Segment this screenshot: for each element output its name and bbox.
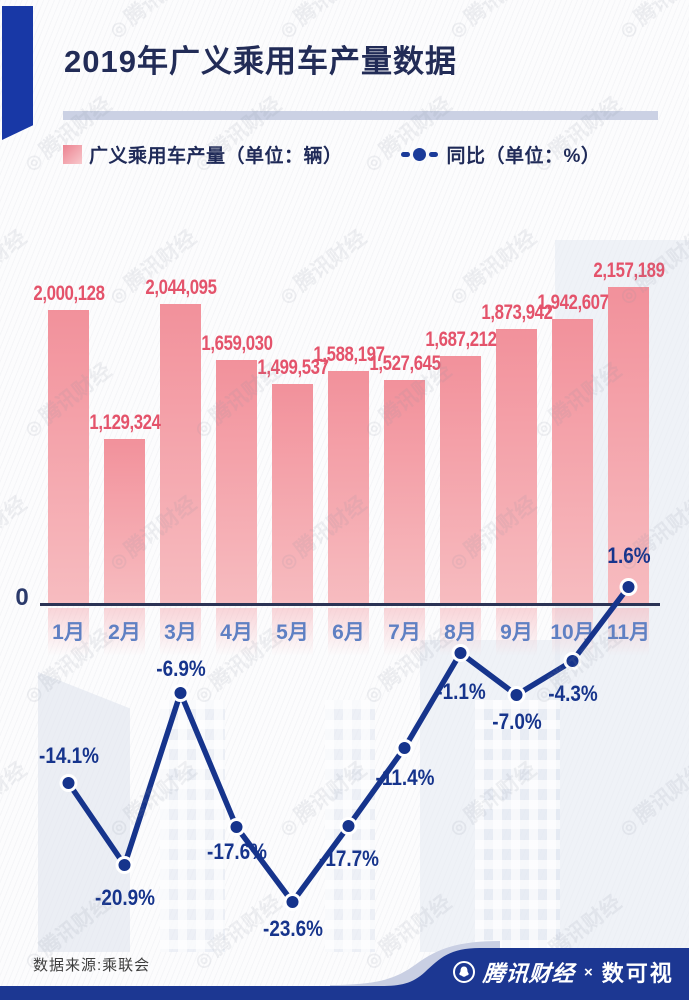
sync-value-label: -4.3% (547, 681, 598, 706)
footer-dark-swoosh (0, 948, 689, 1000)
brand-watermark: ◎腾讯财经 (0, 758, 31, 829)
sync-value-label: -20.9% (94, 885, 155, 910)
sync-point (339, 817, 358, 835)
brand-watermark: ◎腾讯财经 (446, 226, 541, 308)
page-title: 2019年广义乘用车产量数据 (64, 44, 457, 79)
brand-watermark: ◎腾讯财经 (0, 226, 31, 297)
sync-point (507, 686, 526, 704)
skyline-building (325, 700, 375, 952)
sync-value-label: -11.4% (375, 765, 434, 790)
bar-value-label: 1,873,942 (480, 301, 553, 324)
month-label: 2月 (108, 621, 141, 644)
corner-ribbon (2, 6, 33, 140)
bar (104, 439, 145, 605)
month-label: 5月 (276, 621, 309, 644)
bar-value-label: 1,659,030 (200, 332, 273, 355)
bar-value-label: 1,687,212 (424, 328, 497, 351)
bar (48, 310, 89, 605)
bar (440, 356, 481, 605)
tencent-finance-logo-icon (453, 961, 475, 983)
bar-value-label: 2,044,095 (144, 276, 217, 299)
axis-zero-label: 0 (15, 584, 29, 611)
title-divider (63, 111, 658, 120)
bar-legend-swatch-icon (63, 144, 82, 164)
sync-value-label: -17.6% (206, 839, 267, 864)
bar (552, 319, 593, 605)
brand-watermark: ◎腾讯财经 (0, 492, 31, 563)
bar-legend-label: 广义乘用车产量（单位：辆） (89, 145, 343, 167)
brand-watermark: ◎腾讯财经 (106, 758, 201, 840)
brand-watermark: ◎腾讯财经 (616, 758, 689, 840)
sync-point (395, 739, 414, 757)
bar (496, 329, 537, 605)
sync-value-label: -7.0% (491, 709, 542, 734)
bar-value-label: 1,527,645 (368, 352, 441, 375)
sync-value-label: -23.6% (262, 916, 323, 941)
month-label: 10月 (550, 621, 595, 644)
brand-watermark: ◎腾讯财经 (446, 758, 541, 840)
bar-value-label: 1,942,607 (536, 291, 609, 314)
month-label: 11月 (606, 621, 651, 644)
month-label: 3月 (164, 621, 197, 644)
axis-baseline (40, 603, 660, 606)
month-label: 4月 (220, 621, 253, 644)
sync-point (227, 818, 246, 836)
bar-value-label: 1,588,197 (312, 343, 385, 366)
sync-point (171, 684, 190, 702)
month-label: 8月 (444, 621, 477, 644)
bar-value-label: 1,499,537 (256, 356, 329, 379)
month-label: 7月 (388, 621, 421, 644)
line-legend-label: 同比（单位：%） (446, 145, 601, 167)
month-label: 1月 (52, 621, 85, 644)
sync-point (115, 856, 134, 874)
skyline-building (160, 700, 225, 952)
brand-watermark: ◎腾讯财经 (616, 0, 689, 42)
bar-value-label: 1,129,324 (88, 411, 161, 434)
bar-value-label: 2,000,128 (32, 282, 105, 305)
sync-value-label: -14.1% (38, 743, 99, 768)
month-label: 9月 (500, 621, 533, 644)
partner-brand-name: 数可视 (601, 961, 674, 986)
sync-point (59, 774, 78, 792)
brand-watermark: ◎腾讯财经 (276, 226, 371, 308)
data-source-note: 数据来源:乘联会 (33, 957, 151, 974)
skyline-building (475, 700, 560, 952)
line-legend-dash-dot-icon (400, 147, 438, 161)
bar (328, 371, 369, 605)
brand-lockup: 腾讯财经 × 数可视 (452, 956, 674, 988)
sync-value-label: 1.6% (606, 543, 651, 568)
sync-point (283, 893, 302, 911)
sync-value-label: -6.9% (155, 656, 206, 681)
bar (384, 380, 425, 605)
bar (216, 360, 257, 605)
bar-value-label: 2,157,189 (592, 259, 665, 282)
bar (160, 304, 201, 605)
cross-mark: × (584, 963, 593, 981)
sync-value-label: -17.7% (318, 846, 379, 871)
brand-watermark: ◎腾讯财经 (276, 758, 371, 840)
month-label: 6月 (332, 621, 365, 644)
brand-name: 腾讯财经 (482, 961, 576, 986)
bar (272, 384, 313, 605)
legend: 广义乘用车产量（单位：辆） 同比（单位：%） (63, 141, 600, 167)
sync-value-label: -1.1% (435, 679, 486, 704)
